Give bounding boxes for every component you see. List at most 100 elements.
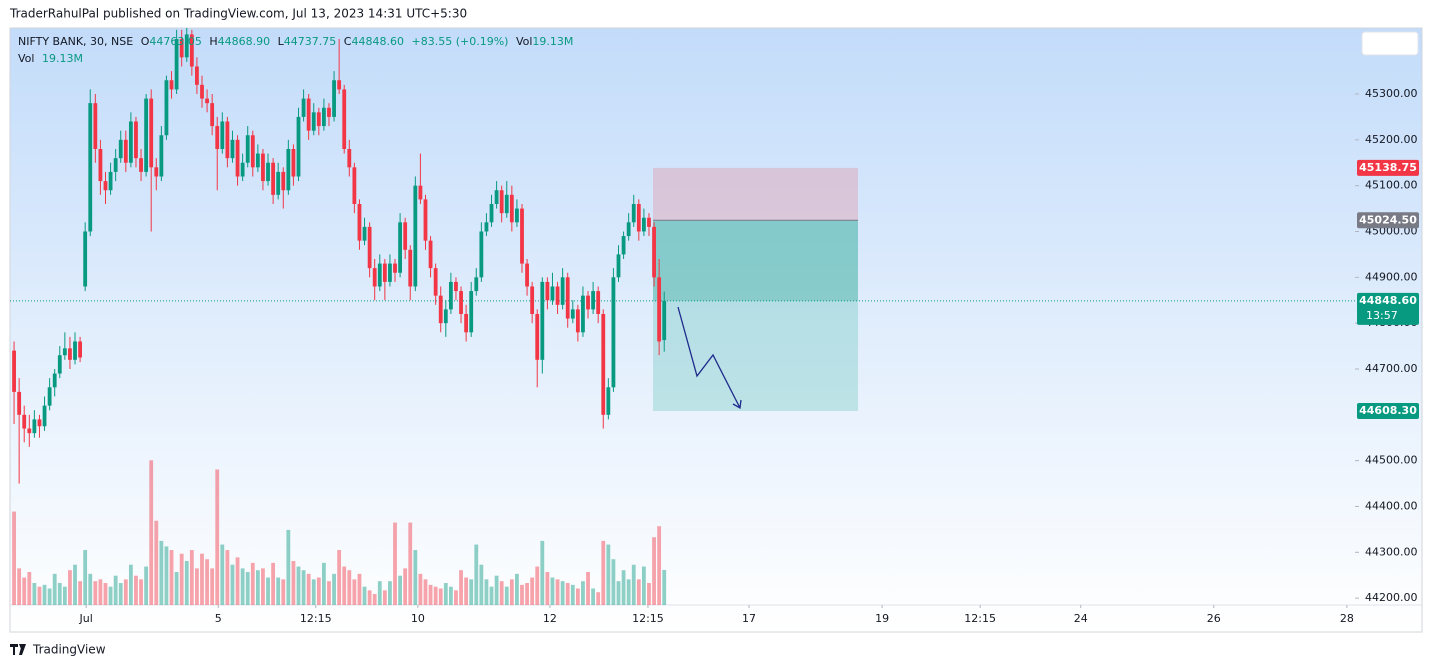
y-tick-label: 44400.00 [1365, 499, 1418, 512]
volume-bar [123, 579, 128, 605]
candle-body [499, 190, 504, 214]
candle-body [479, 231, 484, 278]
y-tick-label: 44500.00 [1365, 454, 1418, 467]
candle-body [464, 313, 469, 333]
volume-bar [332, 573, 336, 605]
volume-bar [144, 566, 149, 605]
volume-bar [454, 590, 458, 605]
volume-bar [134, 575, 138, 605]
x-tick-label: 12 [543, 612, 557, 625]
candle-body [184, 34, 189, 58]
volume-bar [52, 573, 57, 605]
volume-bar [525, 583, 529, 605]
x-tick-label: Jul [79, 612, 93, 625]
volume-bar [93, 581, 98, 605]
y-tick-label: 44700.00 [1365, 362, 1418, 375]
tradingview-logo: TradingView [10, 643, 106, 657]
candle-body [240, 162, 245, 177]
volume-bar [169, 550, 174, 605]
candle-body [372, 268, 377, 287]
volume-bar [113, 575, 118, 605]
published-line: TraderRahulPal published on TradingView.… [9, 7, 467, 21]
volume-bar [17, 568, 22, 605]
volume-bar [27, 572, 32, 605]
candle-body [255, 153, 260, 168]
candle-body [57, 355, 62, 374]
volume-bar [636, 579, 641, 605]
volume-bar [62, 586, 67, 605]
volume-bar [174, 572, 179, 605]
stop-zone [653, 167, 858, 221]
candle-body [641, 217, 646, 232]
candle-body [545, 281, 550, 301]
volume-bar [433, 586, 438, 605]
volume-bar [149, 460, 154, 605]
candle-body [560, 277, 565, 305]
volume-bar [78, 581, 82, 605]
candle-body [149, 98, 154, 168]
volume-bar [606, 544, 611, 605]
volume-bar [73, 564, 77, 605]
candle-body [362, 226, 367, 241]
volume-bar [560, 581, 565, 605]
candle-body [352, 167, 357, 204]
brand: TradingView [32, 643, 106, 657]
volume-bar [372, 594, 377, 605]
volume-bar [540, 540, 545, 605]
candle-body [332, 80, 336, 117]
volume-bar [459, 570, 463, 605]
volume-bar [128, 564, 133, 605]
candle-body [570, 309, 575, 319]
candle-body [393, 263, 397, 273]
drawn-arrow [677, 306, 741, 409]
candle-body [525, 263, 529, 287]
candle-body [408, 249, 413, 287]
volume-bar [423, 579, 428, 605]
volume-bar [321, 562, 326, 605]
volume-bar [215, 469, 220, 605]
volume-bar [352, 579, 357, 605]
volume-bar [327, 581, 331, 605]
candle-body [494, 190, 499, 204]
volume-bar [530, 577, 535, 605]
candle-body [321, 107, 326, 127]
volume-bar [37, 586, 42, 605]
volume-bar [210, 568, 215, 605]
candle-body [443, 309, 448, 324]
candle-body [535, 313, 540, 360]
candle-body [159, 135, 164, 177]
volume-bar [184, 561, 189, 605]
volume-bar [42, 584, 47, 605]
candle-body [113, 158, 118, 172]
candle-body [78, 341, 82, 358]
candle-body [520, 208, 524, 264]
volume-bar [347, 570, 352, 605]
candle-body [586, 295, 590, 310]
candle-body [540, 281, 545, 360]
volume-bar [535, 566, 540, 605]
candle-body [68, 348, 72, 360]
candle-body [17, 391, 22, 415]
volume-bar [255, 570, 260, 605]
candle-body [342, 89, 347, 149]
volume-legend: Vol 19.13M [18, 52, 83, 65]
volume-bar [271, 562, 276, 605]
volume-bar [245, 572, 250, 605]
x-tick-label: 5 [215, 612, 222, 625]
volume-bar [68, 570, 72, 605]
volume-bar [195, 568, 199, 605]
target-price-label: 44608.30 [1359, 404, 1417, 417]
volume-bar [88, 573, 93, 605]
drawn-arrowhead [732, 399, 742, 410]
volume-bar [474, 544, 479, 605]
volume-bar [154, 520, 159, 605]
candle-body [261, 153, 265, 182]
volume-bar [428, 584, 433, 605]
x-tick-label: 28 [1340, 612, 1354, 625]
candle-body [418, 185, 423, 200]
legend-vol-key: Vol [516, 35, 532, 48]
candle-body [413, 185, 418, 287]
last-price-label-bg [1357, 292, 1419, 325]
volume-bar [286, 529, 291, 605]
candle-body [601, 313, 606, 415]
